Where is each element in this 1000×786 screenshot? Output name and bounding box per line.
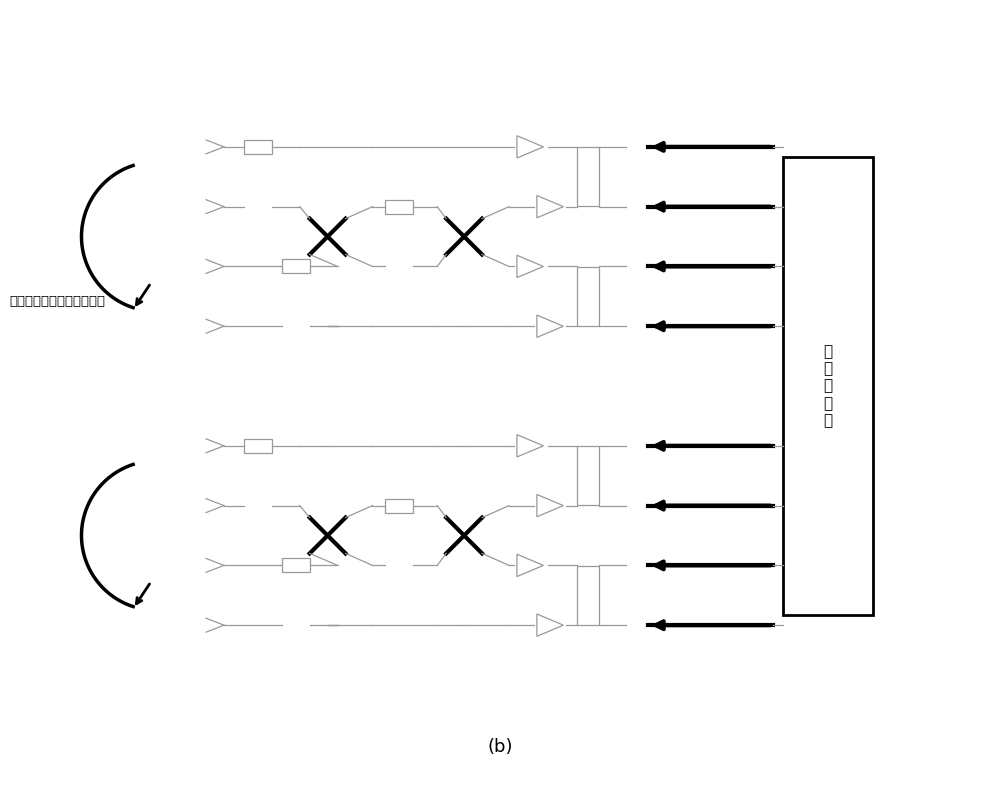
Bar — [577, 446, 599, 505]
Bar — [577, 147, 599, 206]
Bar — [385, 200, 413, 214]
Bar — [385, 498, 413, 512]
Bar — [577, 267, 599, 325]
Bar — [783, 157, 873, 615]
Bar — [244, 140, 272, 154]
Text: 光纤，偏振编码纠缠光子对: 光纤，偏振编码纠缠光子对 — [10, 295, 106, 308]
Bar — [244, 439, 272, 453]
Bar — [282, 259, 310, 274]
Text: 符
合
计
数
器: 符 合 计 数 器 — [823, 343, 832, 428]
Bar — [282, 558, 310, 572]
Text: (b): (b) — [487, 738, 513, 756]
Bar — [577, 566, 599, 625]
